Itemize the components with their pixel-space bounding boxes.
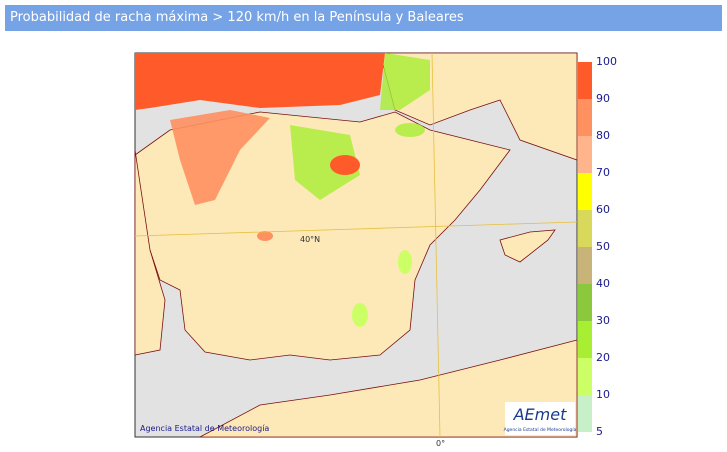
legend-swatch [578,173,592,210]
logo-subtitle: Agencia Estatal de Meteorología [504,426,577,433]
area [395,123,425,137]
credit: Agencia Estatal de Meteorología [140,424,269,433]
legend-tick-label: 60 [596,203,610,216]
area [380,53,430,110]
legend-swatch [578,210,592,247]
legend: 5 10 20 30 40 50 60 70 80 90 100 [578,55,617,438]
legend-swatch [578,321,592,358]
meridian [431,52,441,438]
legend-swatch [578,136,592,173]
area [170,110,270,205]
legend-tick-label: 10 [596,388,610,401]
legend-swatch [578,62,592,99]
legend-tick-label: 30 [596,314,610,327]
map: 40°N 0° Agencia Estatal de Meteorología … [134,52,578,448]
legend-swatch [578,284,592,321]
legend-tick-label: 20 [596,351,610,364]
logo: AEmet [513,405,567,424]
area [398,250,412,274]
area [257,231,273,241]
parallel [134,221,578,237]
lon-label: 0° [436,439,445,448]
legend-swatch [578,247,592,284]
high-prob-area [135,53,385,110]
legend-swatch [578,395,592,432]
legend-tick-label: 50 [596,240,610,253]
title-bar: Probabilidad de racha máxima > 120 km/h … [5,5,722,31]
logo-box [505,402,575,435]
portugal [134,149,166,356]
legend-tick-label: 80 [596,129,610,142]
area [330,155,360,175]
area [290,125,360,200]
legend-tick-label: 40 [596,277,610,290]
legend-tick-label: 70 [596,166,610,179]
baleares [499,229,556,263]
lat-label: 40°N [300,235,320,244]
peninsula [134,111,511,361]
africa [199,339,578,438]
area [352,303,368,327]
legend-tick-label: 100 [596,55,617,68]
legend-swatch [578,99,592,136]
legend-tick-label: 5 [596,425,603,438]
legend-swatch [578,358,592,395]
legend-tick-label: 90 [596,92,610,105]
